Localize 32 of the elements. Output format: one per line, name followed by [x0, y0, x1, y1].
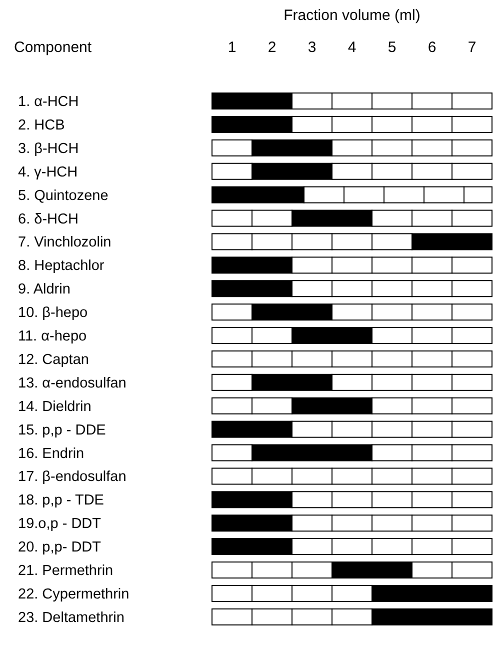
y-tick-label: 10. β-hepo — [18, 305, 88, 322]
y-tick-label: 3. β-HCH — [18, 140, 79, 157]
y-axis-title: Component — [14, 39, 92, 56]
x-tick-label: 1 — [228, 39, 236, 56]
x-axis-title: Fraction volume (ml) — [284, 7, 420, 24]
y-tick-label: 2. HCB — [18, 117, 65, 134]
y-tick-label: 13. α-endosulfan — [18, 375, 126, 392]
x-tick-label: 4 — [348, 39, 356, 56]
y-tick-label: 23. Deltamethrin — [18, 610, 124, 626]
y-tick-label: 11. α-hepo — [18, 328, 87, 344]
y-tick-label: 5. Quintozene — [18, 188, 108, 204]
y-tick-label: 16. Endrin — [18, 446, 84, 462]
y-tick-label: 21. Permethrin — [18, 563, 114, 579]
y-tick-label: 14. Dieldrin — [18, 398, 92, 415]
y-tick-label: 19.o,p - DDT — [18, 516, 102, 532]
x-tick-label: 6 — [428, 39, 436, 56]
y-tick-label: 6. δ-HCH — [18, 211, 78, 228]
y-tick-label: 20. p,p- DDT — [18, 540, 102, 556]
y-tick-label: 4. γ-HCH — [18, 164, 78, 180]
y-tick-label: 9. Aldrin — [18, 282, 70, 298]
x-tick-label: 2 — [268, 39, 276, 56]
y-tick-label: 12. Captan — [18, 352, 89, 368]
y-tick-label: 15. p,p - DDE — [18, 422, 106, 438]
y-tick-label: 17. β-endosulfan — [18, 469, 126, 486]
x-tick-label: 7 — [468, 39, 476, 56]
y-tick-label: 8. Heptachlor — [18, 258, 104, 274]
y-tick-label: 18. p,p - TDE — [18, 492, 104, 509]
y-tick-label: 1. α-HCH — [18, 94, 79, 110]
x-tick-label: 5 — [388, 39, 396, 56]
x-tick-label: 3 — [308, 39, 316, 56]
y-tick-label: 7. Vinchlozolin — [18, 234, 112, 251]
y-tick-label: 22. Cypermethrin — [18, 586, 130, 602]
